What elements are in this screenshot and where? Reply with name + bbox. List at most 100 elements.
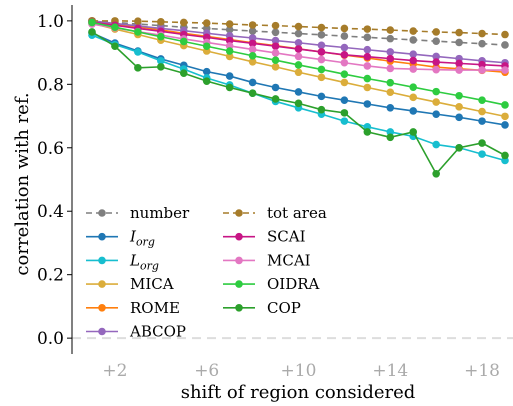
data-point bbox=[363, 62, 372, 70]
data-point bbox=[409, 93, 418, 102]
data-point bbox=[478, 96, 486, 104]
data-point bbox=[501, 41, 509, 49]
data-point bbox=[248, 57, 257, 66]
legend-label: COP bbox=[267, 299, 301, 317]
legend-swatch-marker bbox=[98, 327, 106, 336]
data-point bbox=[340, 58, 349, 67]
legend-item: number bbox=[86, 204, 190, 222]
data-point bbox=[157, 18, 165, 26]
data-point bbox=[386, 48, 395, 56]
data-point bbox=[478, 66, 486, 74]
data-point bbox=[386, 78, 395, 87]
series-group bbox=[88, 17, 509, 178]
y-tick-label: 0.2 bbox=[37, 266, 64, 286]
legend-swatch-marker bbox=[98, 232, 106, 241]
legend-swatch-marker bbox=[235, 209, 243, 217]
data-point bbox=[225, 20, 234, 28]
legend-item: MICA bbox=[86, 275, 174, 293]
data-point bbox=[340, 24, 349, 33]
data-point bbox=[202, 77, 211, 85]
y-axis-title: correlation with ref. bbox=[12, 92, 33, 275]
data-point bbox=[478, 29, 486, 38]
data-point bbox=[225, 83, 234, 92]
data-point bbox=[478, 150, 486, 158]
x-tick-label: +18 bbox=[464, 361, 500, 381]
series-cop bbox=[88, 28, 509, 178]
data-point bbox=[409, 83, 418, 91]
data-point bbox=[294, 88, 303, 96]
data-point bbox=[501, 101, 509, 109]
legend-swatch-marker bbox=[98, 209, 106, 217]
legend-swatch-marker bbox=[98, 256, 106, 265]
data-point bbox=[340, 51, 349, 59]
data-point bbox=[134, 48, 142, 56]
data-point bbox=[455, 91, 463, 100]
series-oidra bbox=[88, 18, 509, 109]
data-point bbox=[363, 74, 372, 83]
data-point bbox=[271, 95, 280, 103]
data-point bbox=[134, 28, 142, 36]
data-point bbox=[271, 28, 280, 37]
data-point bbox=[340, 109, 349, 117]
data-point bbox=[202, 19, 211, 27]
legend-item: COP bbox=[223, 299, 301, 317]
data-point bbox=[386, 133, 395, 142]
y-tick-label: 0.8 bbox=[37, 75, 64, 95]
data-point bbox=[363, 33, 372, 42]
legend-item: Lorg bbox=[86, 251, 159, 272]
legend-label: MICA bbox=[130, 275, 174, 293]
data-point bbox=[363, 45, 372, 54]
data-point bbox=[363, 83, 372, 92]
data-point bbox=[386, 26, 395, 34]
data-point bbox=[134, 17, 142, 25]
legend-swatch-marker bbox=[235, 304, 243, 312]
data-point bbox=[225, 52, 234, 61]
data-point bbox=[248, 51, 257, 60]
data-point bbox=[248, 39, 257, 48]
data-point bbox=[225, 47, 234, 55]
data-point bbox=[271, 36, 280, 45]
data-point bbox=[88, 28, 96, 36]
data-point bbox=[340, 117, 349, 125]
legend-item: ROME bbox=[86, 299, 180, 317]
data-point bbox=[386, 128, 395, 136]
data-point bbox=[409, 36, 418, 44]
legend-label: number bbox=[130, 204, 190, 222]
data-point bbox=[455, 38, 463, 47]
data-point bbox=[501, 121, 509, 129]
data-point bbox=[157, 63, 165, 71]
y-tick-label: 1.0 bbox=[37, 12, 64, 32]
data-point bbox=[271, 49, 280, 57]
data-point bbox=[478, 39, 486, 48]
data-point bbox=[179, 69, 188, 78]
data-point bbox=[248, 27, 257, 35]
data-point bbox=[248, 89, 257, 98]
data-point bbox=[271, 83, 280, 92]
data-point bbox=[363, 128, 372, 136]
legend-item: Iorg bbox=[86, 228, 155, 249]
data-point bbox=[271, 56, 280, 65]
data-point bbox=[294, 61, 303, 69]
data-point bbox=[386, 103, 395, 112]
data-point bbox=[88, 18, 96, 27]
data-point bbox=[432, 87, 440, 96]
data-point bbox=[157, 32, 165, 41]
data-point bbox=[409, 128, 418, 136]
data-point bbox=[317, 23, 326, 32]
data-point bbox=[340, 43, 349, 52]
data-point bbox=[294, 45, 303, 53]
legend-label: ABCOP bbox=[129, 323, 186, 341]
x-tick-label: +10 bbox=[281, 361, 317, 381]
x-tick-label: +6 bbox=[194, 361, 219, 381]
legend-label: MCAI bbox=[267, 251, 311, 269]
data-point bbox=[317, 92, 326, 101]
legend-item: OIDRA bbox=[223, 275, 320, 293]
data-point bbox=[340, 96, 349, 104]
data-point bbox=[317, 31, 326, 39]
data-point bbox=[501, 30, 509, 39]
data-point bbox=[271, 42, 280, 51]
data-point bbox=[340, 32, 349, 40]
data-point bbox=[317, 105, 326, 114]
